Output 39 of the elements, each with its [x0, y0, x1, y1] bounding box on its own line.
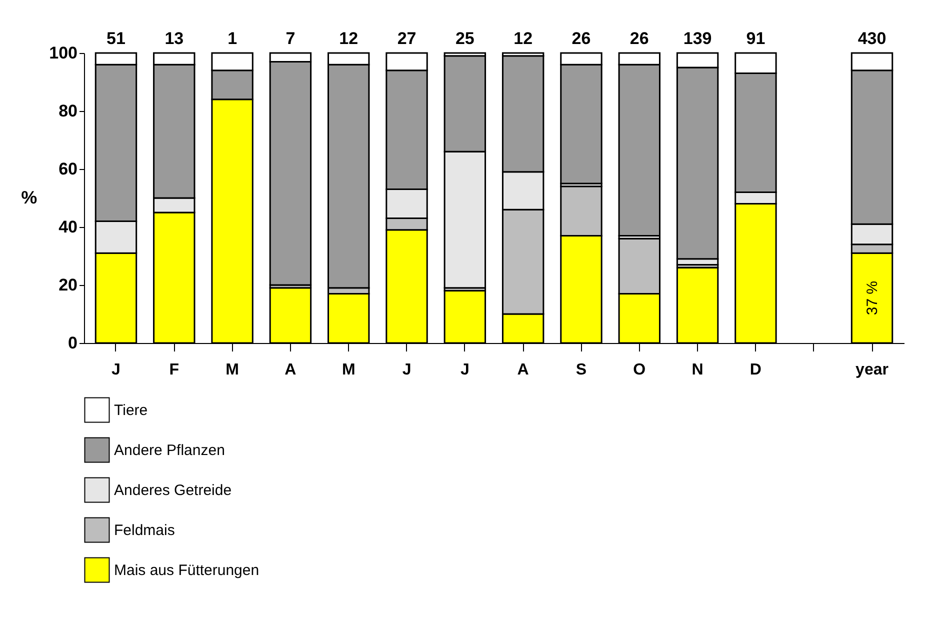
x-tick-label: M: [226, 362, 239, 378]
x-tick-label: J: [460, 362, 470, 378]
text: 13: [164, 29, 184, 48]
text: 25: [455, 29, 474, 48]
y-tick-label: 60: [58, 160, 78, 178]
x-tick-label: N: [692, 362, 704, 378]
text: 51: [106, 29, 126, 48]
x-tick-label: S: [576, 362, 587, 378]
text: 7: [286, 29, 296, 48]
x-tick-label: F: [169, 362, 180, 378]
y-tick-label: 20: [58, 276, 78, 294]
text: 12: [339, 29, 358, 48]
text: 26: [572, 29, 591, 48]
x-tick-label: year: [856, 362, 888, 378]
text: 91: [746, 29, 766, 48]
x-tick-label: J: [112, 362, 120, 378]
x-tick-label: O: [633, 362, 646, 378]
legend-label: Tiere: [114, 402, 148, 419]
text: 139: [683, 29, 712, 48]
y-tick-label: 0: [68, 334, 78, 352]
text: 27: [397, 29, 416, 48]
x-tick-label: J: [402, 362, 412, 378]
legend-label: Mais aus Fütterungen: [114, 562, 260, 579]
text: 1: [228, 29, 238, 48]
y-axis-title: %: [21, 188, 38, 208]
text: 430: [858, 29, 886, 48]
legend-label: Feldmais: [114, 522, 175, 539]
annotation: 37 %: [864, 280, 882, 316]
x-tick-label: D: [750, 362, 762, 378]
x-tick-label: M: [342, 362, 356, 378]
legend-label: Andere Pflanzen: [114, 442, 225, 459]
x-tick-label: A: [284, 362, 297, 378]
legend-label: Anderes Getreide: [114, 482, 232, 499]
text: 26: [630, 29, 649, 48]
y-tick-label: 80: [58, 102, 78, 120]
text: 12: [514, 29, 533, 48]
y-tick-label: 100: [49, 44, 78, 62]
y-tick-label: 40: [58, 218, 78, 236]
x-tick-label: A: [517, 362, 530, 378]
